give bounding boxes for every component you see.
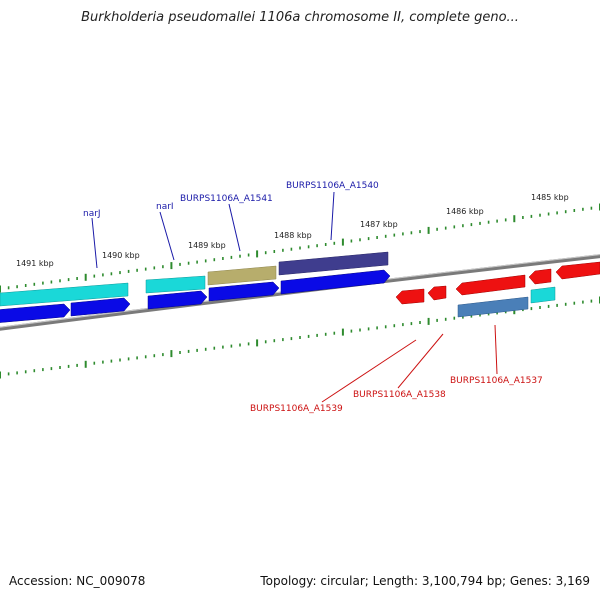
cds-reverse-3[interactable] [455,274,526,296]
scale-label-1488: 1488 kbp [274,231,312,240]
cds-reverse-5[interactable] [555,261,600,280]
topology-summary: Topology: circular; Length: 3,100,794 bp… [260,574,590,588]
connector-A1538 [397,333,444,389]
cds-track-reverse [395,261,600,305]
cds-reverse-4[interactable] [528,268,552,285]
scale-label-1486: 1486 kbp [446,207,484,216]
gene-label-A1540[interactable]: BURPS1106A_A1540 [286,181,379,191]
scale-label-1490: 1490 kbp [102,251,140,260]
gene-label-A1541[interactable]: BURPS1106A_A1541 [180,194,273,204]
cds-forward-2[interactable] [70,297,131,317]
gene-label-A1538[interactable]: BURPS1106A_A1538 [353,390,446,400]
scale-label-1491: 1491 kbp [16,259,54,268]
cds-track-upper [0,269,391,323]
scale-label-1485: 1485 kbp [531,193,569,202]
scale-label-1487: 1487 kbp [360,220,398,229]
connector-narI [159,211,175,261]
connector-A1539 [321,339,417,403]
cds-reverse-2[interactable] [427,285,447,301]
connector-narJ [91,217,98,269]
gene-track-upper [0,251,389,307]
gene-cyan-lower[interactable] [530,286,556,304]
cds-forward-1[interactable] [0,303,71,323]
gene-BURPS1106A_A1541[interactable] [207,265,277,286]
cds-forward-5[interactable] [280,269,391,295]
label-connectors-bottom [321,324,498,403]
accession-text: Accession: NC_009078 [9,574,146,588]
scale-ticks-upper [0,203,600,293]
scale-label-1489: 1489 kbp [188,241,226,250]
connector-A1541 [228,203,241,252]
cds-reverse-1[interactable] [395,288,425,305]
gene-track-lower [457,286,556,318]
connector-A1540 [330,191,335,241]
map-title: Burkholderia pseudomallei 1106a chromoso… [81,10,519,25]
gene-BURPS1106A_A1540[interactable] [278,251,389,276]
label-connectors-top [91,191,335,269]
gene-label-narJ[interactable]: narJ [83,209,101,219]
gene-label-A1539[interactable]: BURPS1106A_A1539 [250,404,343,414]
cds-forward-4[interactable] [208,281,280,302]
scale-ticks-lower [0,296,600,379]
gene-label-narI[interactable]: narI [156,202,174,212]
gene-BURPS1106A_A1537[interactable] [457,296,529,318]
gene-narJ-partial[interactable] [0,282,129,307]
cds-forward-3[interactable] [147,290,208,310]
gene-narI[interactable] [145,275,206,294]
gene-label-A1537[interactable]: BURPS1106A_A1537 [450,376,543,386]
connector-A1537 [494,324,498,375]
